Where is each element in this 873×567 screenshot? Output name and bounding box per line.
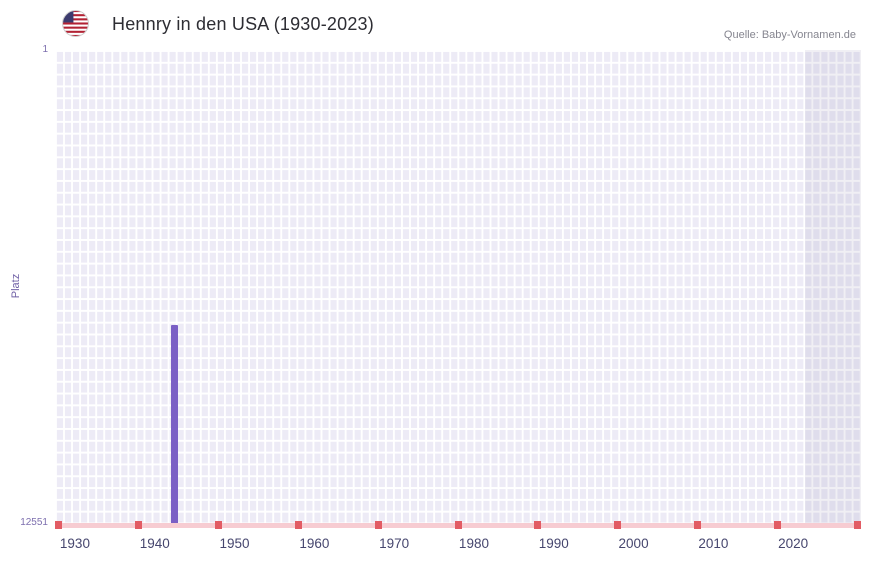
x-tick-label: 1930 — [59, 536, 90, 551]
x-tick-label: 1990 — [538, 536, 569, 551]
usa-flag-icon — [62, 9, 89, 37]
x-tick-label: 2010 — [698, 536, 729, 551]
x-tick-label: 1950 — [219, 536, 250, 551]
x-tick-label: 1980 — [458, 536, 489, 551]
x-tick-label: 1940 — [139, 536, 170, 551]
unranked-tick-marker — [693, 521, 701, 529]
x-axis: 1930 1940 1950 1960 1970 1980 1990 2000 2010 2020 — [55, 536, 861, 558]
unranked-tick-marker — [135, 521, 143, 529]
unranked-tick-marker — [454, 521, 462, 529]
unranked-tick-marker — [534, 521, 542, 529]
unranked-tick-marker — [614, 521, 622, 529]
source-label: Quelle: Baby-Vornamen.de — [723, 29, 856, 41]
unranked-tick-marker — [215, 521, 223, 529]
y-axis-label: Platz — [10, 273, 22, 299]
x-tick-label: 2020 — [778, 536, 809, 551]
y-tick-bottom: 12551 — [20, 517, 48, 528]
x-tick-label: 1960 — [299, 536, 330, 551]
unranked-tick-marker — [773, 521, 781, 529]
x-tick-label: 2000 — [618, 536, 649, 551]
unranked-tick-marker — [374, 521, 382, 529]
unranked-tick-marker — [294, 521, 302, 529]
unranked-tick-marker — [55, 521, 63, 529]
recent-years-band — [805, 50, 861, 523]
plot-area — [55, 50, 861, 529]
chart-title: Hennry in den USA (1930-2023) — [112, 14, 374, 34]
x-tick-label: 1970 — [379, 536, 410, 551]
unranked-tick-marker — [853, 521, 861, 529]
rank-bar[interactable] — [171, 325, 179, 523]
y-tick-top: 1 — [42, 44, 48, 55]
